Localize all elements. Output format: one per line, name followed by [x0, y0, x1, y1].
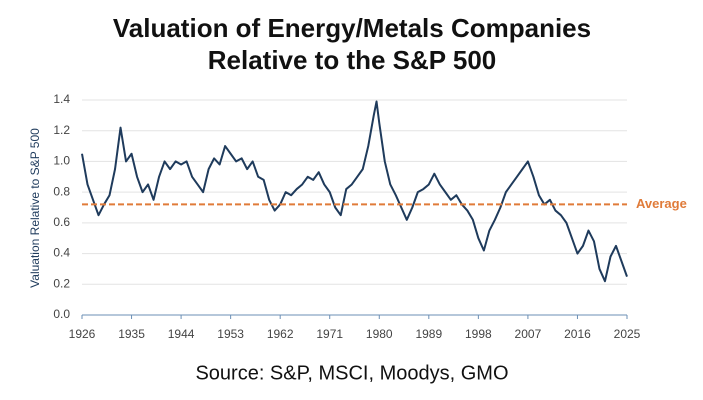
x-tick-label: 2007: [515, 327, 542, 341]
y-tick-label: 0.0: [53, 307, 70, 321]
y-axis-label: Valuation Relative to S&P 500: [28, 128, 42, 288]
y-tick-label: 1.4: [53, 92, 70, 106]
chart-title: Relative to the S&P 500: [208, 45, 497, 75]
y-tick-label: 0.6: [53, 215, 70, 229]
x-tick-label: 1980: [366, 327, 393, 341]
x-tick-label: 1962: [267, 327, 294, 341]
x-tick-label: 1926: [69, 327, 96, 341]
x-tick-label: 2016: [564, 327, 591, 341]
source-note: Source: S&P, MSCI, Moodys, GMO: [195, 362, 508, 384]
y-tick-label: 0.2: [53, 276, 70, 290]
x-tick-label: 2025: [614, 327, 641, 341]
data-line: [81, 100, 628, 283]
chart-title: Valuation of Energy/Metals Companies: [113, 13, 591, 43]
x-tick-label: 1944: [168, 327, 195, 341]
x-tick-label: 1971: [316, 327, 343, 341]
y-tick-label: 1.2: [53, 123, 70, 137]
y-tick-label: 0.4: [53, 246, 70, 260]
y-tick-label: 0.8: [53, 184, 70, 198]
x-tick-label: 1998: [465, 327, 492, 341]
average-label: Average: [636, 196, 687, 211]
x-tick-label: 1935: [118, 327, 145, 341]
x-tick-label: 1989: [415, 327, 442, 341]
x-tick-label: 1953: [217, 327, 244, 341]
y-tick-label: 1.0: [53, 154, 70, 168]
